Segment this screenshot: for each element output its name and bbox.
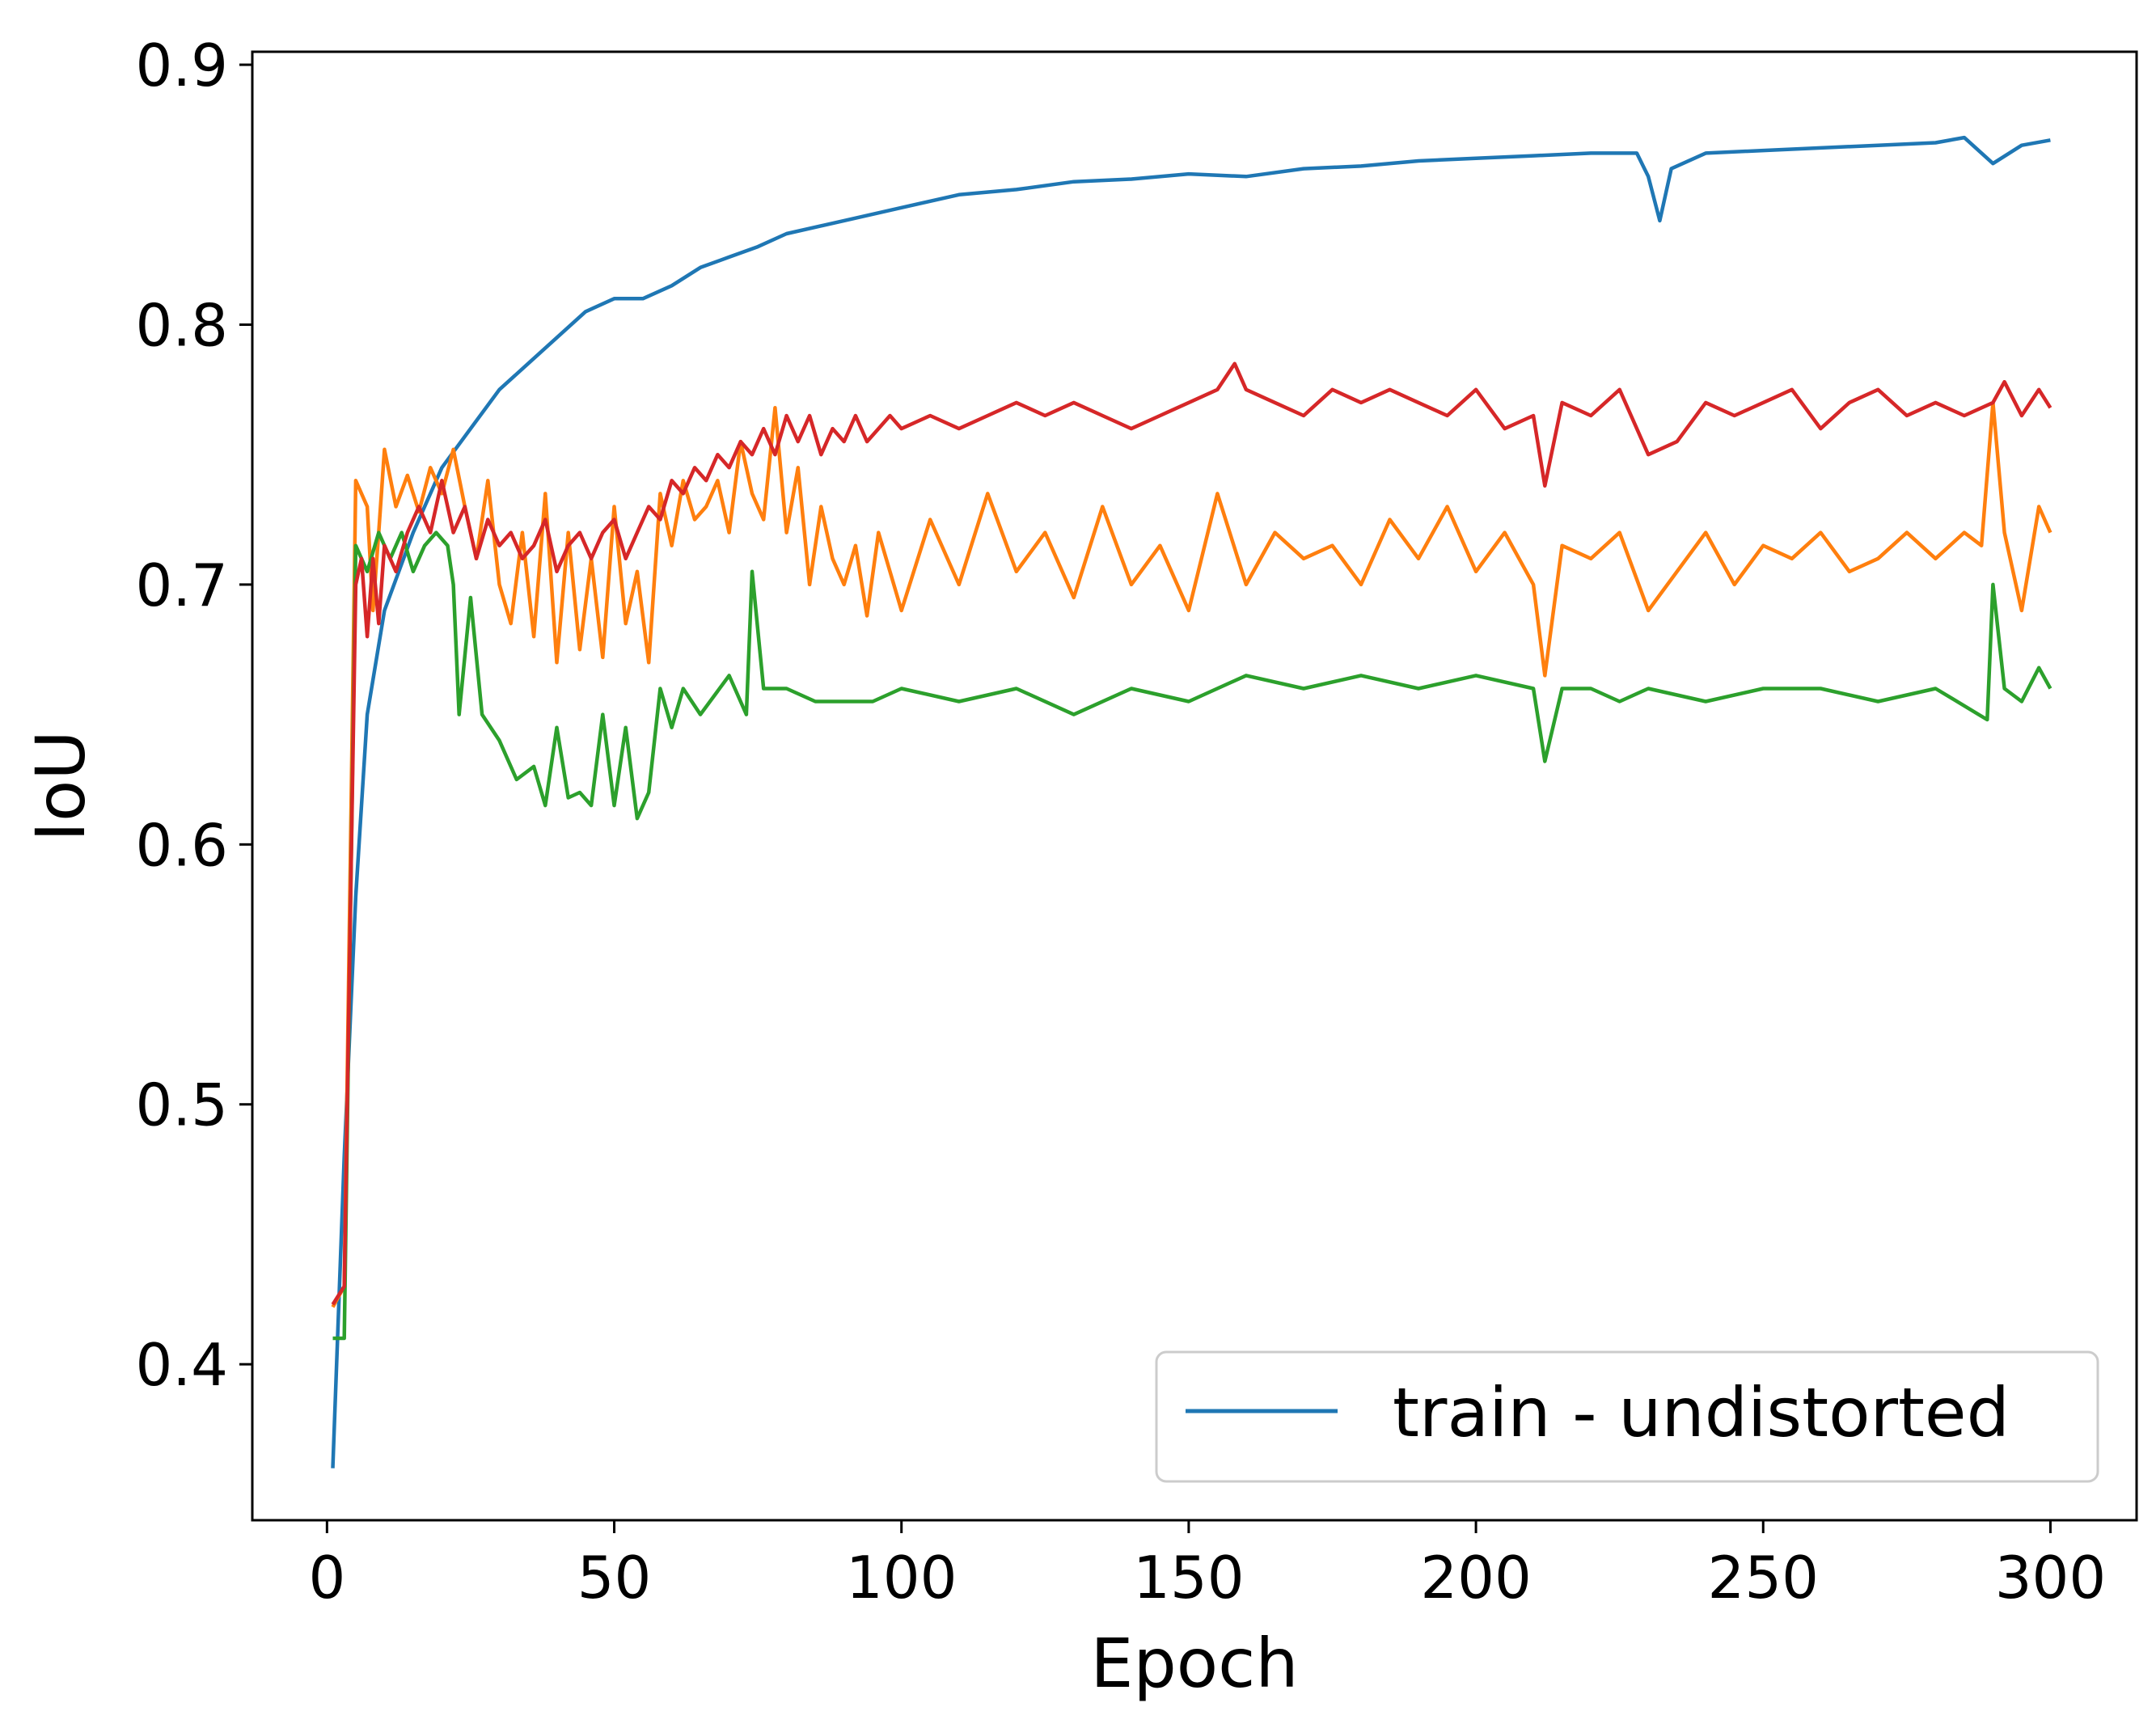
y-axis-ticks: 0.4 0.5 0.6 0.7 0.8 0.9: [135, 32, 252, 1399]
x-tick-label: 200: [1420, 1544, 1531, 1612]
legend-box: [1155, 1350, 2099, 1483]
x-tick-label: 50: [577, 1544, 652, 1612]
x-axis-ticks: 0 50 100 150 200 250 300: [308, 1520, 2106, 1612]
x-tick-label: 0: [308, 1544, 345, 1612]
x-tick-label: 250: [1708, 1544, 1819, 1612]
legend-entry-label: train - undistorted: [1393, 1373, 2010, 1452]
series-lines: [331, 135, 2052, 1468]
series-line-2: [331, 400, 2052, 1308]
y-tick-label: 0.7: [135, 551, 228, 619]
series-line-4: [331, 361, 2052, 1306]
y-tick-label: 0.5: [135, 1071, 228, 1139]
x-axis-label: Epoch: [1090, 1624, 1298, 1703]
series-line-3: [332, 530, 2052, 1341]
y-tick-label: 0.9: [135, 32, 228, 99]
y-axis-label: IoU: [21, 730, 100, 842]
x-tick-label: 300: [1995, 1544, 2106, 1612]
x-tick-label: 150: [1133, 1544, 1244, 1612]
legend: train - undistorted: [1155, 1350, 2099, 1483]
series-line-1: [331, 135, 2051, 1468]
y-tick-label: 0.8: [135, 291, 228, 359]
y-tick-label: 0.4: [135, 1331, 228, 1399]
x-tick-label: 100: [846, 1544, 957, 1612]
plot-frame: [251, 50, 2138, 1522]
y-tick-label: 0.6: [135, 811, 228, 879]
